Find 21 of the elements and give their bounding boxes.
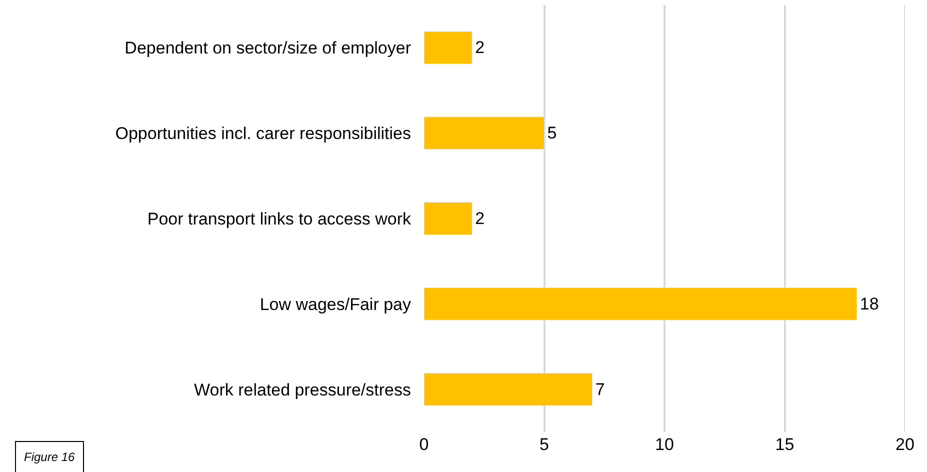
data-label: 2 <box>475 209 485 228</box>
x-tick-label: 15 <box>775 435 794 454</box>
y-tick-label: Low wages/Fair pay <box>260 294 412 314</box>
x-tick-label: 20 <box>896 435 914 454</box>
data-label: 18 <box>860 294 879 314</box>
y-tick-label: Poor transport links to access work <box>147 209 412 228</box>
bar <box>424 31 472 64</box>
data-label: 5 <box>547 124 557 143</box>
y-tick-label: Work related pressure/stress <box>194 380 411 400</box>
x-tick-label: 5 <box>540 435 549 454</box>
bar <box>424 202 472 235</box>
bar <box>424 372 593 406</box>
data-label: 7 <box>595 380 605 399</box>
x-tick-label: 0 <box>419 435 429 454</box>
data-label: 2 <box>475 38 485 58</box>
y-tick-label: Opportunities incl. carer responsibilities <box>115 124 411 144</box>
bar <box>424 116 544 150</box>
bar <box>424 287 858 320</box>
y-tick-label: Dependent on sector/size of employer <box>124 38 412 58</box>
x-tick-label: 10 <box>655 435 674 454</box>
caption: Figure 16 <box>24 450 76 464</box>
